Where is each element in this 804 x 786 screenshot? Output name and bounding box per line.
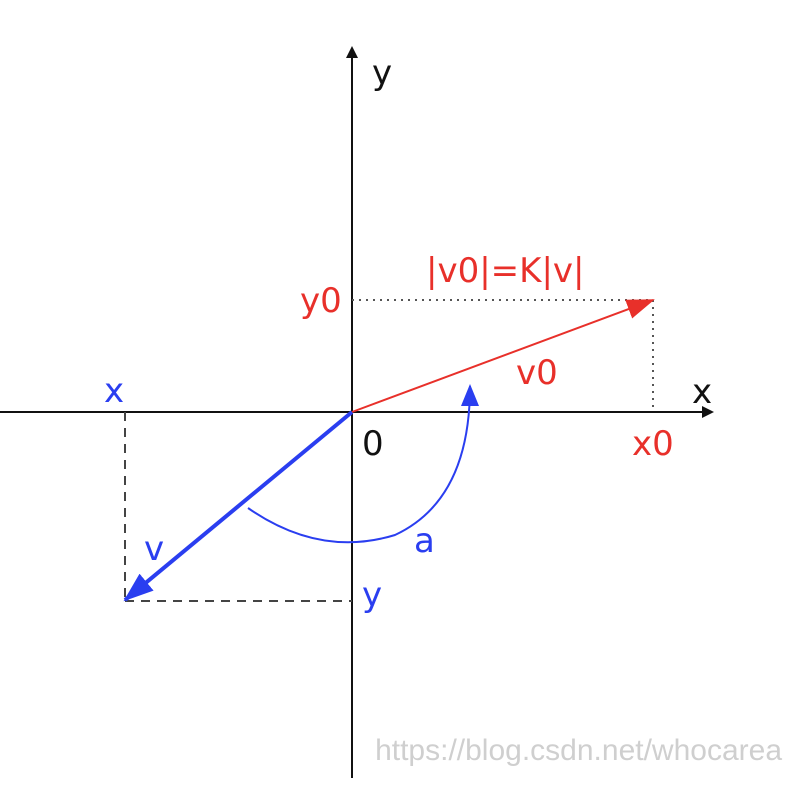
rotation-angle-arc xyxy=(247,384,479,544)
red-vector-v0 xyxy=(351,299,655,413)
y-label: y xyxy=(362,575,382,615)
angle-label: a xyxy=(414,521,435,561)
x0-label-text: x0 xyxy=(632,424,674,464)
blue-vector-v xyxy=(123,410,354,602)
v-label: v xyxy=(144,529,164,569)
y0-label: y0 xyxy=(300,281,342,321)
y-axis-label: y xyxy=(372,53,392,93)
watermark-text: https://blog.csdn.net/whocarea xyxy=(375,734,782,767)
magnitude-relation-label: |v0|=K|v| xyxy=(426,251,584,291)
x-label: x xyxy=(104,371,124,411)
x-axis-label: x xyxy=(692,372,712,412)
origin-label: 0 xyxy=(362,424,384,464)
v0-label: v0 xyxy=(516,353,558,393)
